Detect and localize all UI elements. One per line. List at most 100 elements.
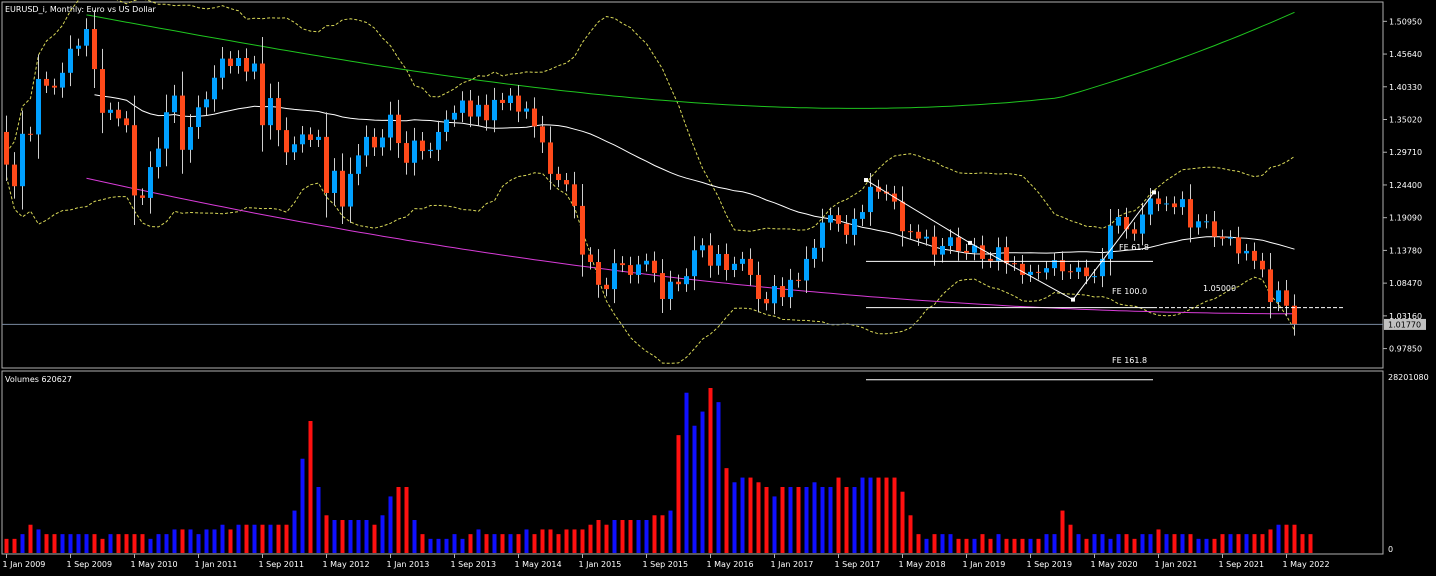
volume-bar: [68, 534, 73, 553]
volume-bar: [60, 534, 65, 553]
time-tick-label: 1 May 2020: [1091, 560, 1138, 569]
fibo-swing-line[interactable]: [865, 179, 1155, 301]
candle-body: [692, 250, 697, 277]
candle-body: [124, 118, 129, 126]
volume-bar: [908, 515, 913, 553]
volume-bar: [148, 538, 153, 553]
volume-bar: [204, 529, 209, 553]
candle-body: [940, 245, 945, 255]
candle-body: [932, 236, 937, 255]
volume-bar: [628, 520, 633, 553]
candle-body: [788, 279, 793, 298]
volume-bar: [1140, 534, 1145, 553]
price-tick-label: 1.03160: [1389, 312, 1422, 321]
candle-body: [324, 136, 329, 193]
time-tick-label: 1 Sep 2011: [259, 560, 305, 569]
volume-bar: [1068, 524, 1073, 553]
candle-body: [300, 134, 305, 145]
volume-bar: [620, 520, 625, 553]
candle-body: [148, 167, 153, 198]
time-tick-label: 1 Sep 2013: [451, 560, 497, 569]
candle-body: [196, 107, 201, 128]
candle-body: [948, 237, 953, 246]
time-tick-label: 1 Jan 2013: [387, 560, 430, 569]
volume-bar: [84, 534, 89, 553]
volume-bar: [108, 534, 113, 553]
volume-bar: [1004, 538, 1009, 553]
volume-bar: [516, 534, 521, 553]
candle-body: [508, 95, 513, 103]
price-tick-label: 1.40330: [1389, 83, 1422, 92]
volume-bar: [1228, 534, 1233, 553]
candle-body: [188, 127, 193, 150]
fibo-anchor-point[interactable]: [1071, 297, 1075, 302]
candle-body: [756, 274, 761, 299]
volume-bar: [436, 538, 441, 553]
volume-bar: [1188, 534, 1193, 553]
volume-bar: [1260, 534, 1265, 553]
volume-bar: [460, 538, 465, 553]
candle-body: [588, 254, 593, 262]
volume-bar: [876, 477, 881, 553]
volume-bar: [372, 524, 377, 553]
volume-bar: [356, 520, 361, 553]
price-tick-label: 1.24400: [1389, 181, 1422, 190]
candle-body: [1108, 225, 1113, 259]
candle-body: [468, 100, 473, 117]
volume-bar: [292, 510, 297, 553]
candle-body: [28, 133, 33, 135]
candle-body: [844, 223, 849, 235]
volume-bar: [1244, 534, 1249, 553]
candle-body: [1284, 290, 1289, 306]
volume-bar: [580, 529, 585, 553]
volume-bar: [332, 520, 337, 553]
candle-body: [1012, 263, 1017, 265]
volume-bar: [1092, 534, 1097, 553]
candle-body: [348, 173, 353, 207]
fibo-anchor-point[interactable]: [1152, 190, 1156, 195]
fibo-expansion[interactable]: [864, 178, 1345, 381]
candle-body: [68, 48, 73, 73]
volume-bar: [404, 487, 409, 553]
time-tick-label: 1 May 2018: [899, 560, 946, 569]
candle-body: [868, 186, 873, 213]
candle-body: [516, 95, 521, 112]
candle-body: [1276, 290, 1281, 303]
time-tick-label: 1 Sep 2009: [67, 560, 113, 569]
volume-bar: [388, 496, 393, 553]
volume-bar: [348, 520, 353, 553]
volume-bar: [556, 534, 561, 553]
volume-bar: [612, 520, 617, 553]
volume-bar: [268, 524, 273, 553]
volume-bar: [1268, 529, 1273, 553]
candle-body: [36, 78, 41, 135]
volume-bar: [708, 388, 713, 553]
candle-body: [356, 155, 361, 174]
candle-body: [708, 245, 713, 266]
volume-bar: [412, 520, 417, 553]
candle-body: [364, 136, 369, 156]
candle-body: [716, 253, 721, 266]
candle-body: [84, 29, 89, 46]
volume-bar: [1076, 534, 1081, 553]
candle-body: [876, 186, 881, 192]
price-panel[interactable]: [1, 1, 1384, 369]
fibo-anchor-point[interactable]: [968, 240, 972, 245]
candle-body: [764, 298, 769, 304]
candle-body: [260, 63, 265, 126]
volume-bar: [92, 534, 97, 553]
candle-body: [916, 231, 921, 239]
volume-bar: [364, 520, 369, 553]
volume-bar: [276, 524, 281, 553]
volume-bar: [380, 515, 385, 553]
volume-bar: [764, 487, 769, 553]
candle-body: [652, 260, 657, 274]
candle-body: [340, 170, 345, 207]
fibo-anchor-point[interactable]: [864, 178, 868, 183]
volume-bar: [1084, 538, 1089, 553]
time-tick-label: 1 May 2016: [707, 560, 754, 569]
current-price-label: 1.01770: [1388, 320, 1421, 329]
time-tick-label: 1 Sep 2021: [1219, 560, 1265, 569]
candle-body: [116, 109, 121, 119]
